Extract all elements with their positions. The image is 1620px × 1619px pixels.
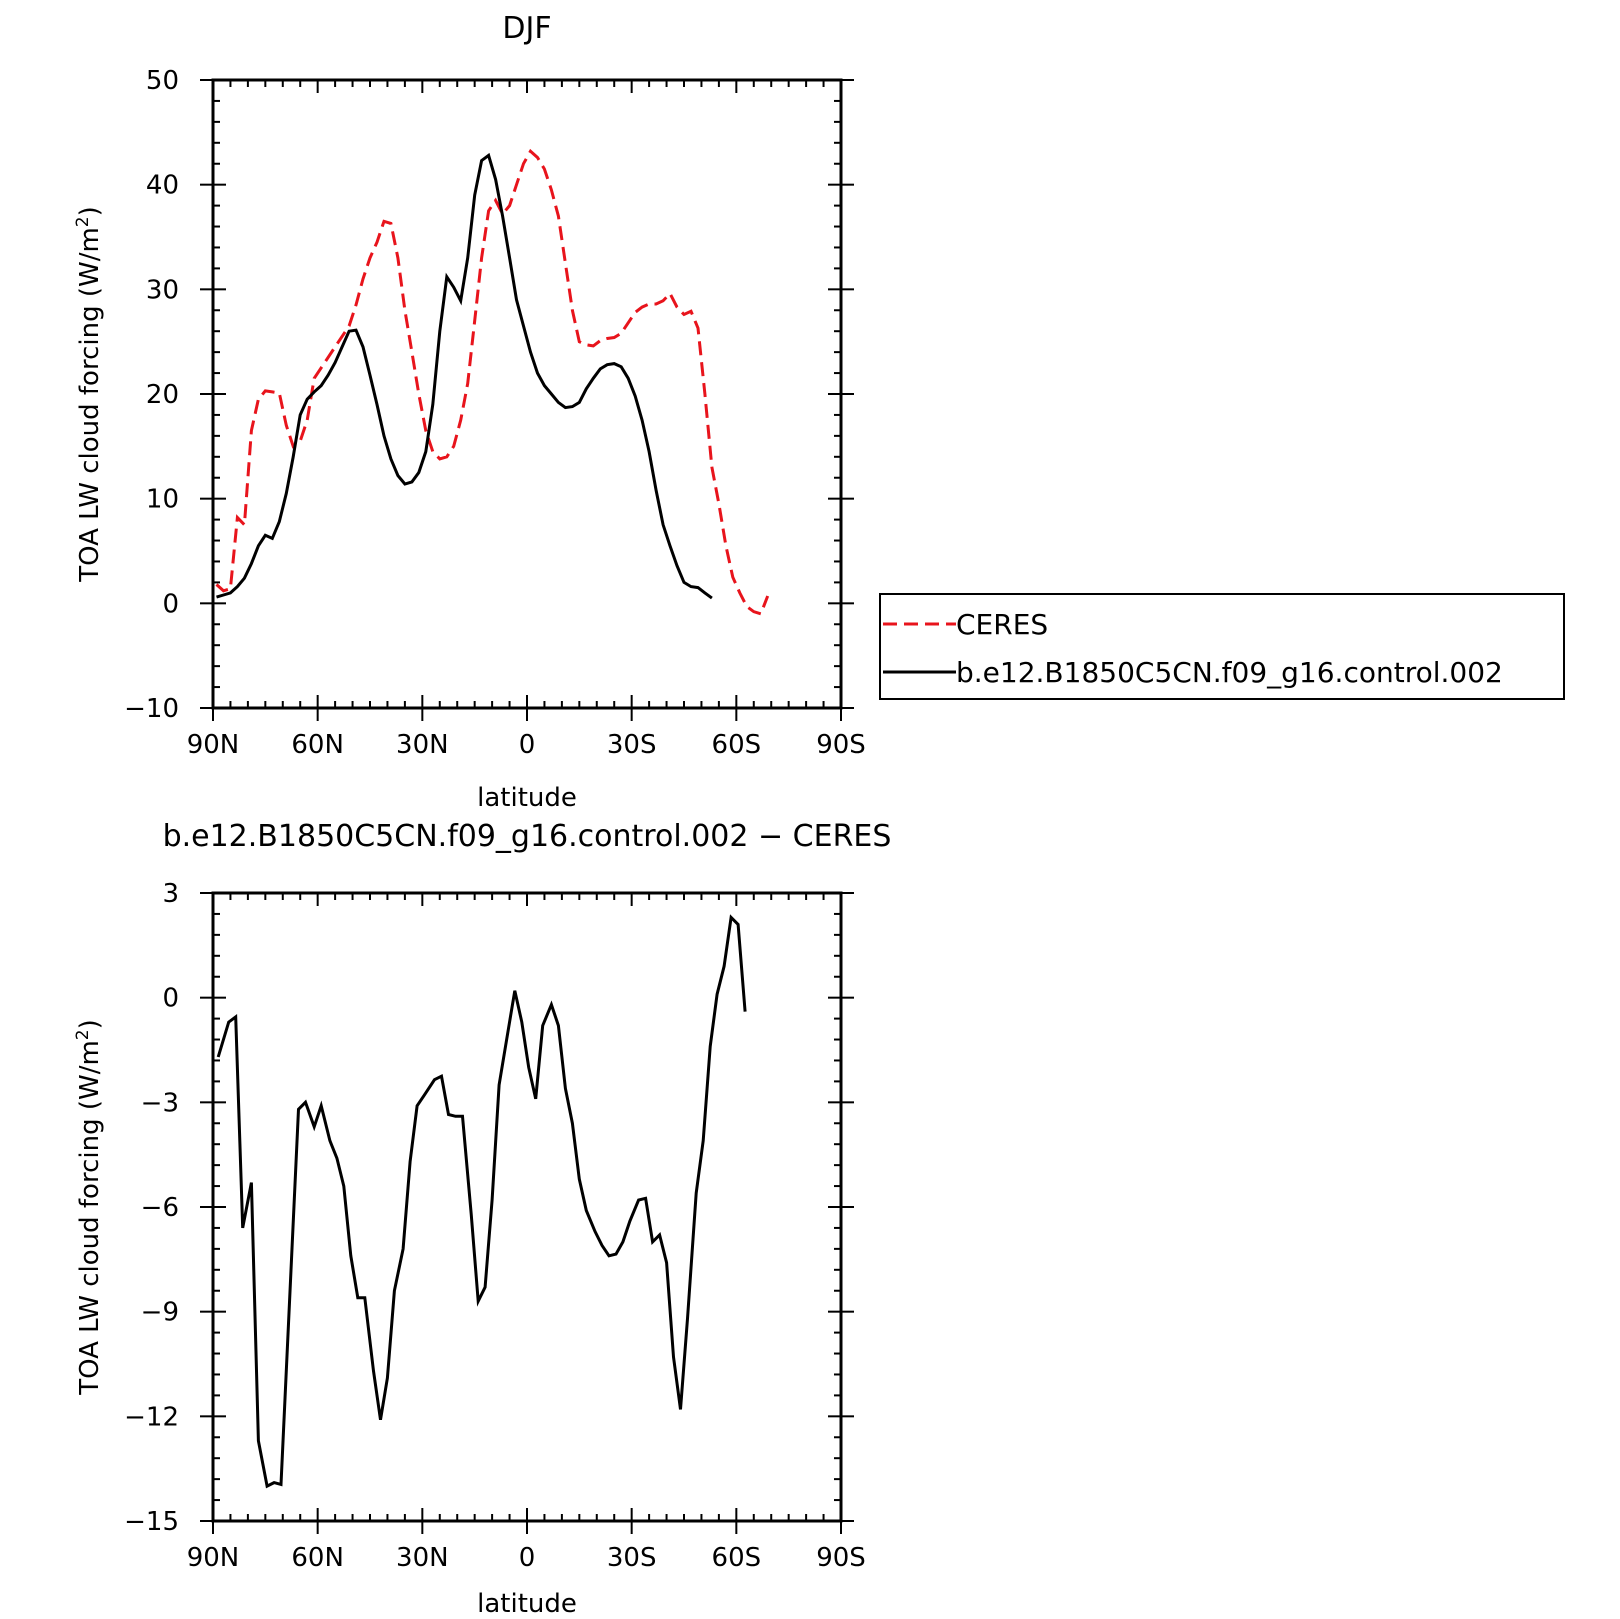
x-tick-label: 0 [519, 1543, 536, 1573]
top-xtick-labels: 90N 60N 30N 0 30S 60S 90S [187, 730, 866, 760]
bottom-y-axis-label-main: TOA LW cloud forcing (W/m [75, 1040, 105, 1396]
y-tick-label: −15 [124, 1507, 179, 1537]
model-series-line [216, 152, 713, 600]
top-plot-frame [211, 78, 843, 710]
top-grid-ticks [200, 79, 854, 721]
ceres-series-line [215, 148, 770, 616]
y-tick-label: −9 [141, 1298, 179, 1328]
bottom-x-axis-label: latitude [477, 1589, 577, 1619]
top-y-axis-label-exponent: 2 [73, 216, 93, 227]
legend-ceres-label: CERES [956, 608, 1048, 641]
top-ytick-labels: −10 0 10 20 30 40 50 [124, 66, 179, 724]
bottom-y-axis-label-close: ) [75, 1019, 105, 1029]
x-tick-label: 60S [712, 730, 762, 760]
legend-box [879, 593, 1565, 700]
y-tick-label: −12 [124, 1402, 179, 1432]
difference-series-line [216, 914, 747, 1489]
top-chart-title: DJF [502, 11, 551, 46]
y-tick-label: 50 [146, 66, 179, 96]
bottom-chart-title: b.e12.B1850C5CN.f09_g16.control.002 − CE… [163, 819, 892, 854]
x-tick-label: 30N [396, 1543, 449, 1573]
bottom-grid-ticks [200, 892, 854, 1534]
y-tick-label: 3 [162, 879, 179, 909]
x-tick-label: 90N [187, 1543, 240, 1573]
y-tick-label: 20 [146, 380, 179, 410]
x-tick-label: 60S [712, 1543, 762, 1573]
x-tick-label: 90S [816, 1543, 866, 1573]
top-panel: DJF −10 0 10 20 30 40 50 90N 60N 30N 0 30S 60S 90S l… [73, 11, 1565, 813]
bottom-y-axis-label-exponent: 2 [73, 1029, 93, 1040]
y-tick-label: 0 [162, 589, 179, 619]
y-tick-label: 40 [146, 171, 179, 201]
y-tick-label: 30 [146, 275, 179, 305]
x-tick-label: 30N [396, 730, 449, 760]
bottom-xtick-labels: 90N 60N 30N 0 30S 60S 90S [187, 1543, 866, 1573]
top-plot-lines [215, 148, 770, 616]
legend-model-label: b.e12.B1850C5CN.f09_g16.control.002 [956, 656, 1503, 689]
bottom-plot-frame [211, 891, 843, 1523]
top-y-axis-label-close: ) [75, 206, 105, 216]
y-tick-label: −10 [124, 694, 179, 724]
top-y-axis-label: TOA LW cloud forcing (W/m2) [73, 206, 105, 583]
x-tick-label: 0 [519, 730, 536, 760]
y-tick-label: 0 [162, 984, 179, 1014]
top-x-axis-label: latitude [477, 783, 577, 813]
top-y-axis-label-main: TOA LW cloud forcing (W/m [75, 227, 105, 583]
y-tick-label: −6 [141, 1193, 179, 1223]
bottom-y-axis-label: TOA LW cloud forcing (W/m2) [73, 1019, 105, 1396]
y-tick-label: −3 [141, 1088, 179, 1118]
bottom-ytick-labels: −15 −12 −9 −6 −3 0 3 [124, 879, 179, 1537]
x-tick-label: 60N [291, 1543, 344, 1573]
x-tick-label: 30S [607, 1543, 657, 1573]
legend: CERES b.e12.B1850C5CN.f09_g16.control.00… [879, 593, 1565, 700]
y-tick-label: 10 [146, 485, 179, 515]
bottom-panel: b.e12.B1850C5CN.f09_g16.control.002 − CE… [73, 819, 891, 1619]
x-tick-label: 30S [607, 730, 657, 760]
x-tick-label: 90N [187, 730, 240, 760]
bottom-plot-lines [216, 914, 747, 1489]
x-tick-label: 90S [816, 730, 866, 760]
x-tick-label: 60N [291, 730, 344, 760]
